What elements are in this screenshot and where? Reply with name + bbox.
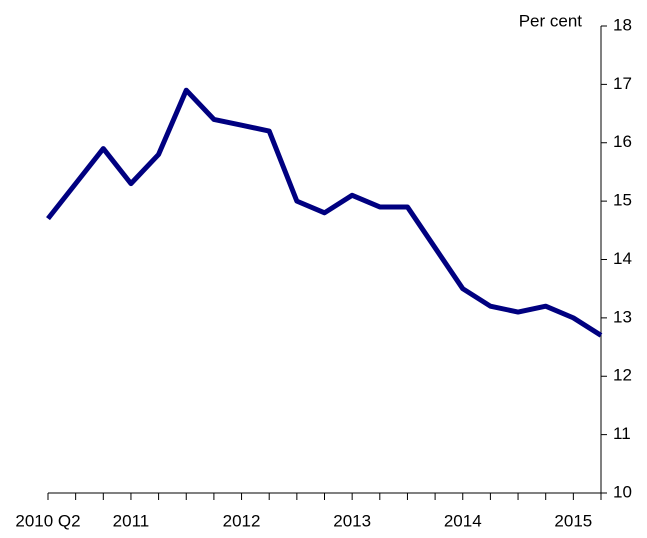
- y-tick-label: 11: [613, 424, 631, 443]
- x-tick-label: 2011: [113, 511, 150, 530]
- data-line: [46, 87, 603, 338]
- y-tick-label: 16: [613, 132, 632, 151]
- x-tick-label: 2010 Q2: [15, 511, 80, 530]
- x-tick-label: 2015: [554, 511, 592, 530]
- x-tick-label: 2012: [223, 511, 261, 530]
- y-tick-label: 13: [613, 307, 632, 326]
- y-tick-label: 17: [613, 74, 632, 93]
- y-tick-label: 12: [613, 366, 632, 385]
- x-tick-label: 2013: [333, 511, 371, 530]
- y-tick-label: 18: [613, 15, 632, 34]
- y-tick-label: 14: [613, 249, 632, 268]
- y-axis-label: Per cent: [519, 11, 583, 30]
- x-tick-label: 2014: [444, 511, 482, 530]
- y-tick-label: 10: [613, 482, 632, 501]
- y-tick-label: 15: [613, 191, 632, 210]
